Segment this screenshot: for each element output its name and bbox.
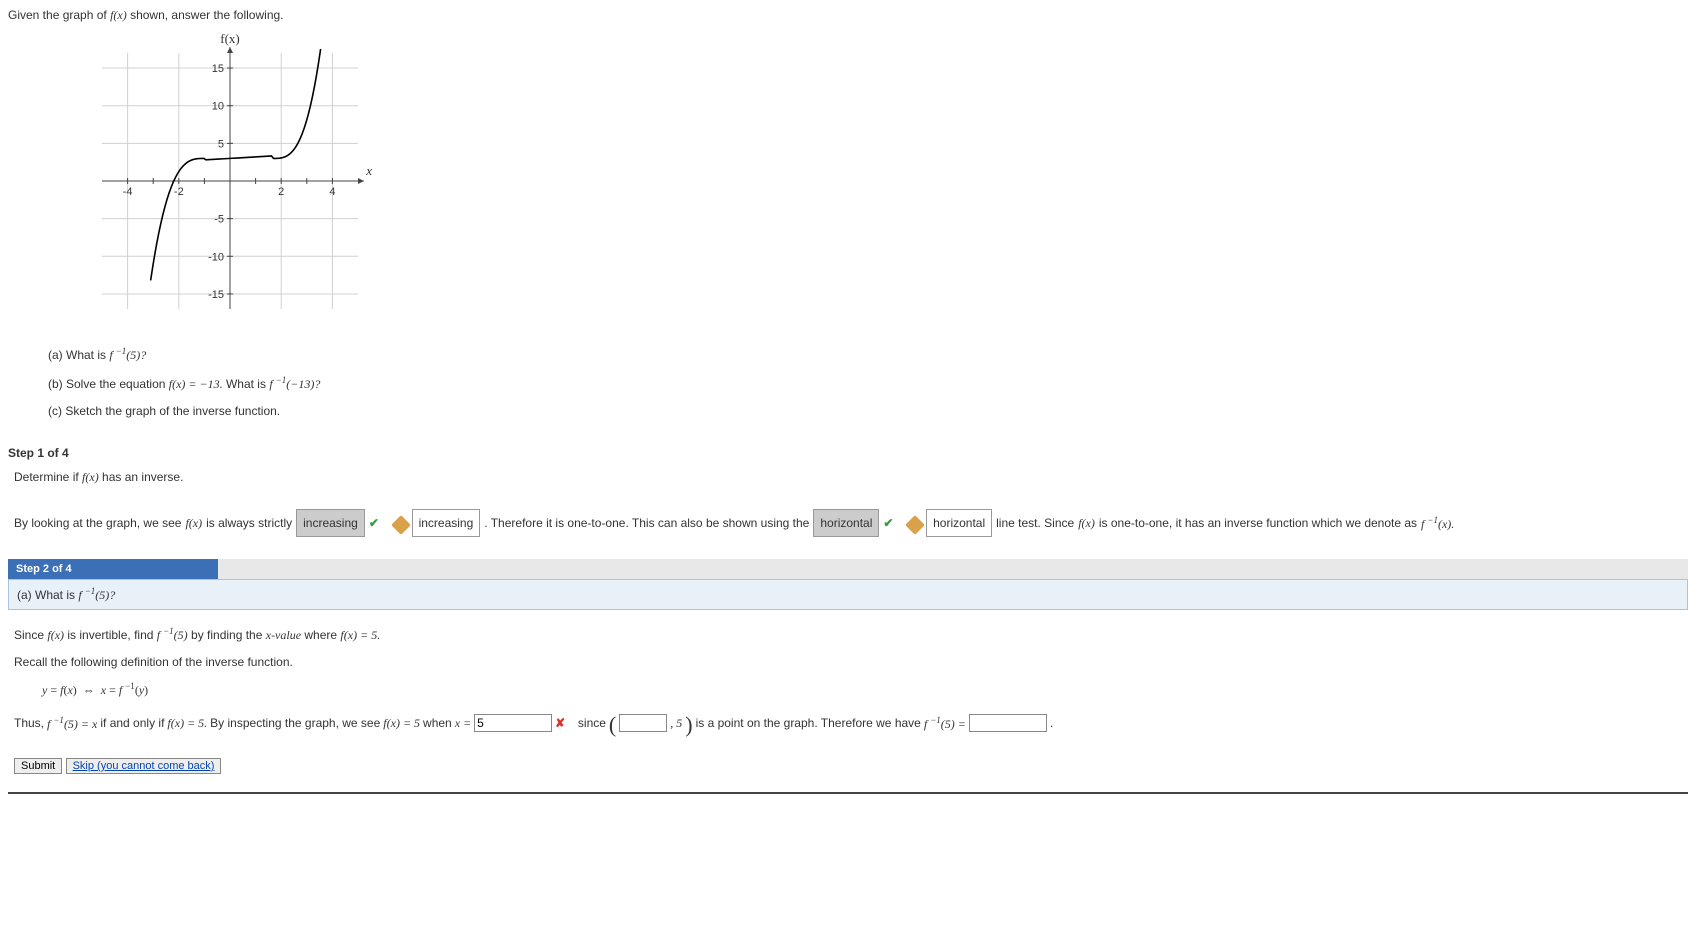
prompt-suffix: shown, answer the following. xyxy=(130,8,283,22)
s2-p3h: . xyxy=(1050,716,1053,730)
answer-increasing-2: increasing xyxy=(412,509,481,537)
svg-text:5: 5 xyxy=(218,138,224,150)
footer-rule xyxy=(8,792,1688,794)
answer-horizontal-2: horizontal xyxy=(926,509,992,537)
s2-p1: Since f(x) is invertible, find f −1(5) b… xyxy=(14,626,1688,643)
step2-bar: Step 2 of 4 xyxy=(8,559,1688,579)
answer-increasing-1: increasing xyxy=(296,509,365,537)
part-a-prefix: (a) What is xyxy=(48,348,109,362)
open-paren: ( xyxy=(609,712,616,738)
s2-p2: Recall the following definition of the i… xyxy=(14,655,1688,669)
step2-head-prefix: (a) What is xyxy=(17,588,78,602)
step1-desc-suffix: has an inverse. xyxy=(102,470,183,484)
step1-desc-prefix: Determine if xyxy=(14,470,82,484)
step2-bar-rest xyxy=(218,559,1688,579)
s2-p3-eq1: f(x) = 5. xyxy=(167,716,207,731)
s2-p1-eq: f(x) = 5. xyxy=(340,628,380,642)
part-c: (c) Sketch the graph of the inverse func… xyxy=(48,404,1688,418)
s2-p3e: since xyxy=(578,716,606,730)
svg-text:10: 10 xyxy=(212,101,224,113)
svg-text:f(x): f(x) xyxy=(220,31,240,46)
step2-head-expr: f −1(5)? xyxy=(78,588,115,602)
s2-p3-eq2: f(x) = 5 xyxy=(383,716,420,731)
key-icon xyxy=(391,515,411,535)
s2-p3c: By inspecting the graph, we see xyxy=(210,716,380,730)
point-x-input[interactable] xyxy=(619,714,667,732)
svg-text:-5: -5 xyxy=(214,214,224,226)
step1-desc: Determine if f(x) has an inverse. xyxy=(14,470,1688,485)
svg-text:x: x xyxy=(365,163,372,178)
skip-button[interactable]: Skip (you cannot come back) xyxy=(66,758,222,774)
check-icon: ✔ xyxy=(369,511,379,535)
step1-desc-fx: f(x) xyxy=(82,470,99,484)
s2-p3b: if and only if xyxy=(100,716,164,730)
svg-text:4: 4 xyxy=(329,186,335,198)
part-b-eqn: f(x) = −13. xyxy=(169,377,223,391)
s2-p1b: is invertible, find xyxy=(67,628,156,642)
prompt-fx: f(x) xyxy=(110,8,127,22)
check-icon: ✔ xyxy=(883,511,893,535)
question-prompt: Given the graph of f(x) shown, answer th… xyxy=(8,8,1688,23)
s1-fx2: f(x) xyxy=(1078,511,1095,535)
svg-text:2: 2 xyxy=(278,186,284,198)
submit-button[interactable]: Submit xyxy=(14,758,62,774)
s2-p3g: is a point on the graph. Therefore we ha… xyxy=(696,716,921,730)
s2-p1d: where xyxy=(304,628,340,642)
s2-p3f: , 5 xyxy=(670,716,682,731)
graph-svg: -4 -2 2 4 -15 -10 -5 5 10 15 f(x) x xyxy=(80,31,380,331)
part-a: (a) What is f −1(5)? xyxy=(48,346,1688,363)
question-block: Given the graph of f(x) shown, answer th… xyxy=(8,8,1688,418)
s2-p1-fx: f(x) xyxy=(47,628,64,642)
s2-p3a: Thus, xyxy=(14,716,44,730)
key-icon xyxy=(905,515,925,535)
svg-text:15: 15 xyxy=(212,63,224,75)
part-a-expr: f −1(5)? xyxy=(109,348,146,362)
s2-p3-res: f −1(5) = xyxy=(924,715,966,732)
answer-horizontal-1: horizontal xyxy=(813,509,879,537)
step2-body: Since f(x) is invertible, find f −1(5) b… xyxy=(14,626,1688,774)
svg-text:-15: -15 xyxy=(208,289,224,301)
s2-p1a: Since xyxy=(14,628,47,642)
s1-t3: . Therefore it is one-to-one. This can a… xyxy=(484,511,809,535)
s1-fx: f(x) xyxy=(185,511,202,535)
part-b-prefix: (b) Solve the equation xyxy=(48,377,169,391)
wrong-icon: ✘ xyxy=(555,716,565,730)
prompt-prefix: Given the graph of xyxy=(8,8,110,22)
s2-p3d: when xyxy=(423,716,452,730)
s2-p1c: by finding the xyxy=(191,628,266,642)
svg-text:-10: -10 xyxy=(208,251,224,263)
s2-p1-xv: x-value xyxy=(266,628,301,642)
step1-line: By looking at the graph, we see f(x) is … xyxy=(14,509,1688,537)
part-b: (b) Solve the equation f(x) = −13. What … xyxy=(48,375,1688,392)
s1-t1: By looking at the graph, we see xyxy=(14,511,181,535)
s1-t2: is always strictly xyxy=(206,511,292,535)
s1-t4: line test. Since xyxy=(996,511,1074,535)
step2-header: (a) What is f −1(5)? xyxy=(8,579,1688,610)
close-paren: ) xyxy=(685,712,692,738)
part-b-mid: What is xyxy=(226,377,269,391)
s2-p1-finv: f −1(5) xyxy=(157,628,188,642)
finv5-input[interactable] xyxy=(969,714,1047,732)
part-b-expr: f −1(−13)? xyxy=(269,377,320,391)
s1-t5: is one-to-one, it has an inverse functio… xyxy=(1099,511,1417,535)
s2-eqn: y = f(x) ⇔ x = f −1(y) xyxy=(42,681,1688,698)
svg-text:-2: -2 xyxy=(174,186,184,198)
svg-text:-4: -4 xyxy=(123,186,133,198)
s2-p3-finv: f −1(5) = x xyxy=(47,715,97,732)
x-value-input[interactable] xyxy=(474,714,552,732)
step2-bar-label: Step 2 of 4 xyxy=(8,559,218,579)
s2-p3: Thus, f −1(5) = x if and only if f(x) = … xyxy=(14,710,1688,736)
graph-figure: -4 -2 2 4 -15 -10 -5 5 10 15 f(x) x xyxy=(80,31,1688,334)
step1-label: Step 1 of 4 xyxy=(8,446,1688,460)
s2-p3-eq3: x = xyxy=(455,716,471,731)
s1-finv: f −1(x). xyxy=(1421,511,1454,536)
